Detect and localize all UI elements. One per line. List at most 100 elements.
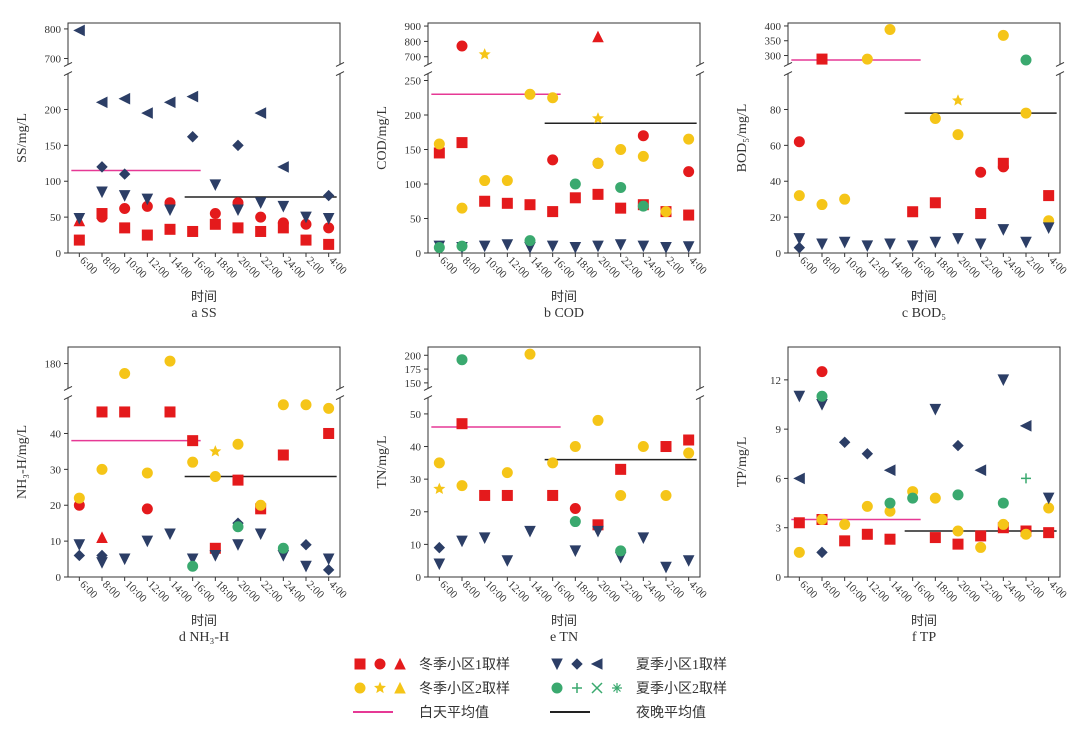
- svg-text:200: 200: [405, 110, 422, 122]
- svg-text:6: 6: [776, 473, 782, 485]
- svg-text:e TN: e TN: [550, 630, 578, 645]
- svg-text:时间: 时间: [551, 289, 577, 304]
- svg-text:12:00: 12:00: [145, 579, 172, 606]
- svg-text:18:00: 18:00: [573, 255, 600, 282]
- svg-text:18:00: 18:00: [933, 255, 960, 282]
- svg-text:200: 200: [45, 104, 62, 116]
- svg-text:22:00: 22:00: [979, 255, 1006, 282]
- svg-text:4:00: 4:00: [1047, 255, 1070, 278]
- svg-text:16:00: 16:00: [551, 579, 578, 606]
- svg-text:16:00: 16:00: [911, 579, 938, 606]
- svg-text:250: 250: [405, 76, 422, 88]
- svg-text:12:00: 12:00: [505, 255, 532, 282]
- svg-text:2:00: 2:00: [304, 579, 327, 602]
- svg-text:16:00: 16:00: [191, 579, 218, 606]
- chart-grid: 0501001502007008006:008:0010:0012:0014:0…: [10, 10, 1070, 650]
- svg-text:50: 50: [410, 214, 422, 226]
- svg-text:0: 0: [416, 248, 422, 260]
- svg-text:300: 300: [765, 51, 782, 63]
- svg-text:700: 700: [45, 53, 62, 65]
- panel-d: 0102030401806:008:0010:0012:0014:0016:00…: [10, 334, 350, 650]
- svg-text:18:00: 18:00: [573, 579, 600, 606]
- legend-markers: [550, 657, 624, 671]
- svg-text:24:00: 24:00: [281, 255, 308, 282]
- svg-text:4:00: 4:00: [687, 579, 710, 602]
- svg-text:10:00: 10:00: [123, 579, 150, 606]
- svg-text:16:00: 16:00: [191, 255, 218, 282]
- svg-text:b COD: b COD: [544, 306, 584, 321]
- panel-c-svg: 0204060803003504006:008:0010:0012:0014:0…: [730, 10, 1070, 326]
- svg-text:18:00: 18:00: [213, 579, 240, 606]
- svg-text:6:00: 6:00: [437, 579, 460, 602]
- svg-text:400: 400: [765, 21, 782, 33]
- svg-text:2:00: 2:00: [664, 579, 687, 602]
- panel-a: 0501001502007008006:008:0010:0012:0014:0…: [10, 10, 350, 326]
- svg-text:800: 800: [405, 36, 422, 48]
- svg-text:800: 800: [45, 24, 62, 36]
- svg-text:12:00: 12:00: [505, 579, 532, 606]
- svg-text:14:00: 14:00: [168, 255, 195, 282]
- svg-text:4:00: 4:00: [327, 255, 350, 278]
- svg-text:时间: 时间: [911, 613, 937, 628]
- svg-text:40: 40: [410, 442, 422, 454]
- svg-text:BOD₅/mg/L: BOD₅/mg/L: [735, 104, 750, 173]
- svg-text:50: 50: [410, 409, 422, 421]
- svg-text:9: 9: [776, 424, 782, 436]
- svg-text:0: 0: [56, 248, 62, 260]
- svg-text:24:00: 24:00: [281, 579, 308, 606]
- svg-text:2:00: 2:00: [664, 255, 687, 278]
- svg-text:150: 150: [45, 140, 62, 152]
- svg-text:6:00: 6:00: [797, 579, 820, 602]
- svg-text:80: 80: [770, 104, 782, 116]
- svg-text:时间: 时间: [911, 289, 937, 304]
- svg-text:700: 700: [405, 52, 422, 64]
- legend-label: 夜晚平均值: [636, 702, 727, 722]
- svg-text:TN/mg/L: TN/mg/L: [375, 436, 390, 489]
- svg-text:20: 20: [410, 507, 422, 519]
- svg-text:22:00: 22:00: [619, 579, 646, 606]
- svg-text:350: 350: [765, 36, 782, 48]
- svg-text:24:00: 24:00: [641, 579, 668, 606]
- svg-text:4:00: 4:00: [687, 255, 710, 278]
- svg-text:40: 40: [50, 428, 62, 440]
- svg-text:4:00: 4:00: [1047, 579, 1070, 602]
- svg-text:20: 20: [770, 212, 782, 224]
- svg-text:8:00: 8:00: [820, 579, 843, 602]
- svg-text:10:00: 10:00: [123, 255, 150, 282]
- svg-text:8:00: 8:00: [820, 255, 843, 278]
- svg-text:12:00: 12:00: [865, 255, 892, 282]
- svg-text:40: 40: [770, 176, 782, 188]
- svg-text:2:00: 2:00: [304, 255, 327, 278]
- svg-text:100: 100: [45, 176, 62, 188]
- svg-text:0: 0: [56, 572, 62, 584]
- svg-text:12:00: 12:00: [865, 579, 892, 606]
- svg-text:2:00: 2:00: [1024, 579, 1047, 602]
- svg-text:6:00: 6:00: [77, 255, 100, 278]
- svg-text:10:00: 10:00: [843, 579, 870, 606]
- legend-markers: [353, 711, 407, 713]
- svg-text:14:00: 14:00: [528, 579, 555, 606]
- svg-text:8:00: 8:00: [100, 579, 123, 602]
- svg-text:NH₃-H/mg/L: NH₃-H/mg/L: [15, 425, 30, 499]
- svg-text:d NH₃-H: d NH₃-H: [179, 630, 229, 645]
- svg-text:60: 60: [770, 140, 782, 152]
- svg-text:8:00: 8:00: [100, 255, 123, 278]
- svg-text:18:00: 18:00: [213, 255, 240, 282]
- svg-text:20:00: 20:00: [596, 255, 623, 282]
- svg-text:200: 200: [405, 350, 422, 362]
- svg-text:12:00: 12:00: [145, 255, 172, 282]
- panel-a-svg: 0501001502007008006:008:0010:0012:0014:0…: [10, 10, 350, 326]
- panel-d-svg: 0102030401806:008:0010:0012:0014:0016:00…: [10, 334, 350, 650]
- legend-markers: [353, 681, 407, 695]
- svg-text:14:00: 14:00: [528, 255, 555, 282]
- svg-text:24:00: 24:00: [641, 255, 668, 282]
- svg-text:10:00: 10:00: [843, 255, 870, 282]
- svg-text:100: 100: [405, 179, 422, 191]
- svg-text:14:00: 14:00: [888, 579, 915, 606]
- svg-text:150: 150: [405, 378, 422, 390]
- panel-b-svg: 0501001502002507008009006:008:0010:0012:…: [370, 10, 710, 326]
- legend-label: 冬季小区1取样: [419, 654, 510, 674]
- legend-markers: [353, 657, 407, 671]
- svg-text:24:00: 24:00: [1001, 255, 1028, 282]
- svg-text:16:00: 16:00: [911, 255, 938, 282]
